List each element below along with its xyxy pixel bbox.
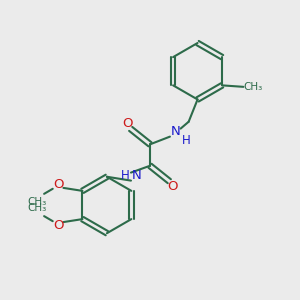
Text: H: H bbox=[121, 169, 129, 182]
Text: O: O bbox=[53, 219, 63, 232]
Text: N: N bbox=[132, 169, 142, 182]
Text: CH₃: CH₃ bbox=[244, 82, 263, 92]
Text: CH₃: CH₃ bbox=[28, 203, 47, 213]
Text: H: H bbox=[182, 134, 191, 147]
Text: CH₃: CH₃ bbox=[28, 197, 47, 207]
Text: O: O bbox=[53, 178, 63, 190]
Text: N: N bbox=[170, 125, 180, 138]
Text: O: O bbox=[122, 117, 132, 130]
Text: O: O bbox=[168, 180, 178, 193]
